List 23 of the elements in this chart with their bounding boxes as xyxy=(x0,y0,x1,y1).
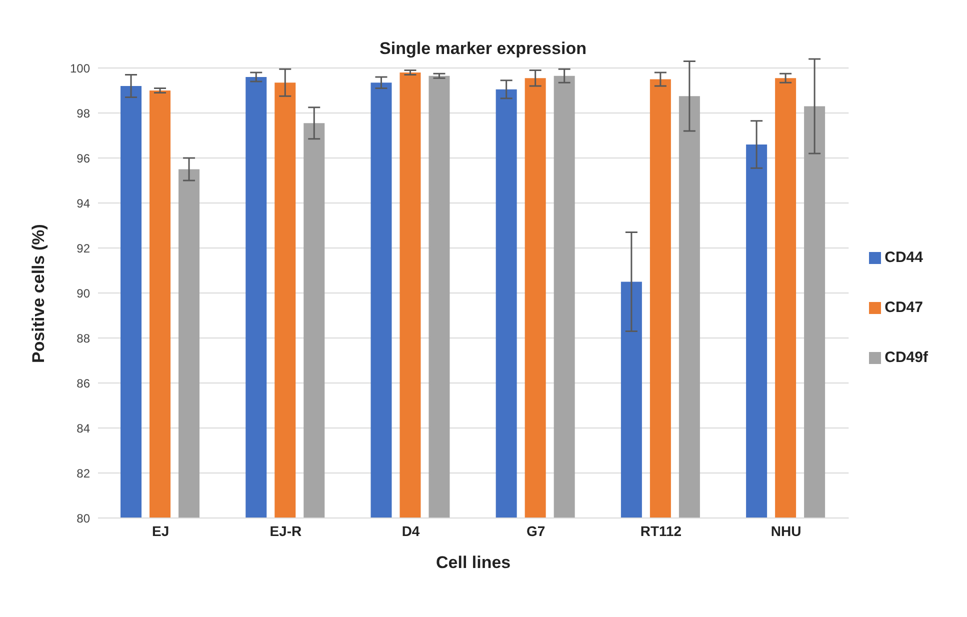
x-tick-label: RT112 xyxy=(640,522,682,539)
y-tick-label: 94 xyxy=(76,196,90,210)
y-tick-label: 80 xyxy=(76,511,90,526)
y-tick-label: 100 xyxy=(70,61,90,76)
legend-label: CD49f xyxy=(884,349,928,366)
y-tick-label: 92 xyxy=(76,241,90,256)
x-tick-label: D4 xyxy=(402,522,420,539)
y-tick-label: 98 xyxy=(76,106,90,120)
y-tick-label: 90 xyxy=(76,286,90,300)
x-tick-label: G7 xyxy=(526,522,546,539)
x-tick-label: EJ-R xyxy=(270,522,302,539)
y-tick-label: 82 xyxy=(76,466,90,480)
y-axis-title: Positive cells (%) xyxy=(29,224,48,363)
legend-label: CD44 xyxy=(884,249,923,266)
y-tick-label: 96 xyxy=(76,151,90,166)
legend-label: CD47 xyxy=(884,299,923,316)
x-axis-title: Cell lines xyxy=(436,553,511,572)
chart-title: Single marker expression xyxy=(380,39,586,58)
y-tick-label: 86 xyxy=(76,376,90,390)
y-tick-label: 84 xyxy=(76,421,90,436)
x-tick-label: EJ xyxy=(152,522,170,539)
y-tick-label: 88 xyxy=(76,331,90,346)
x-tick-label: NHU xyxy=(770,522,802,539)
